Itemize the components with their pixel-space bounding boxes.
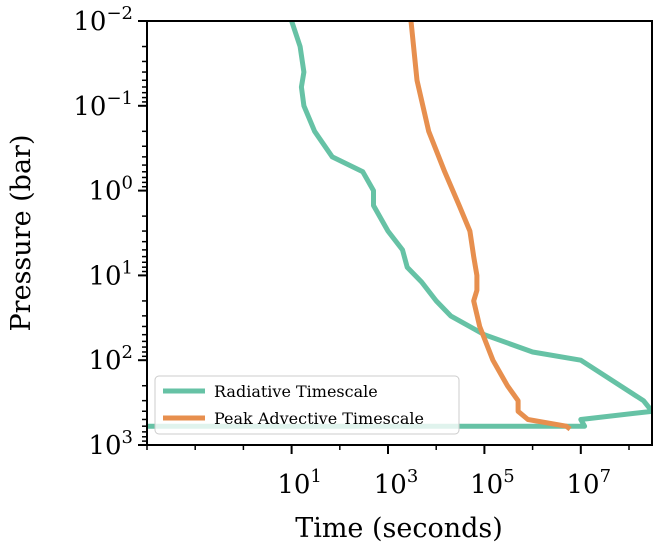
x-tick-label: 103 <box>374 466 419 500</box>
series-layer <box>147 21 652 432</box>
x-tick-label: 107 <box>567 466 612 500</box>
y-tick-label: 101 <box>88 257 133 291</box>
x-axis-label: Time (seconds) <box>295 513 503 544</box>
legend-label-advective: Peak Advective Timescale <box>214 409 424 428</box>
series-line-2 <box>408 21 572 432</box>
tick-labels: 10−2 10−1 100 101 102 103 101 103 105 107 <box>73 3 611 500</box>
ticks-layer <box>138 20 630 454</box>
y-tick-label: 10−1 <box>73 88 133 122</box>
y-tick-label: 102 <box>88 342 133 376</box>
legend-box <box>154 375 460 435</box>
series-line-1 <box>147 21 652 429</box>
y-axis-label: Pressure (bar) <box>6 135 37 332</box>
plot-frame <box>146 20 653 446</box>
x-tick-label: 101 <box>277 466 322 500</box>
legend: Radiative Timescale Peak Advective Times… <box>154 375 460 435</box>
y-tick-label: 100 <box>88 173 133 207</box>
x-tick-label: 105 <box>470 466 515 500</box>
y-tick-label: 103 <box>88 427 133 461</box>
legend-label-radiative: Radiative Timescale <box>214 382 378 401</box>
y-tick-label: 10−2 <box>73 3 133 37</box>
